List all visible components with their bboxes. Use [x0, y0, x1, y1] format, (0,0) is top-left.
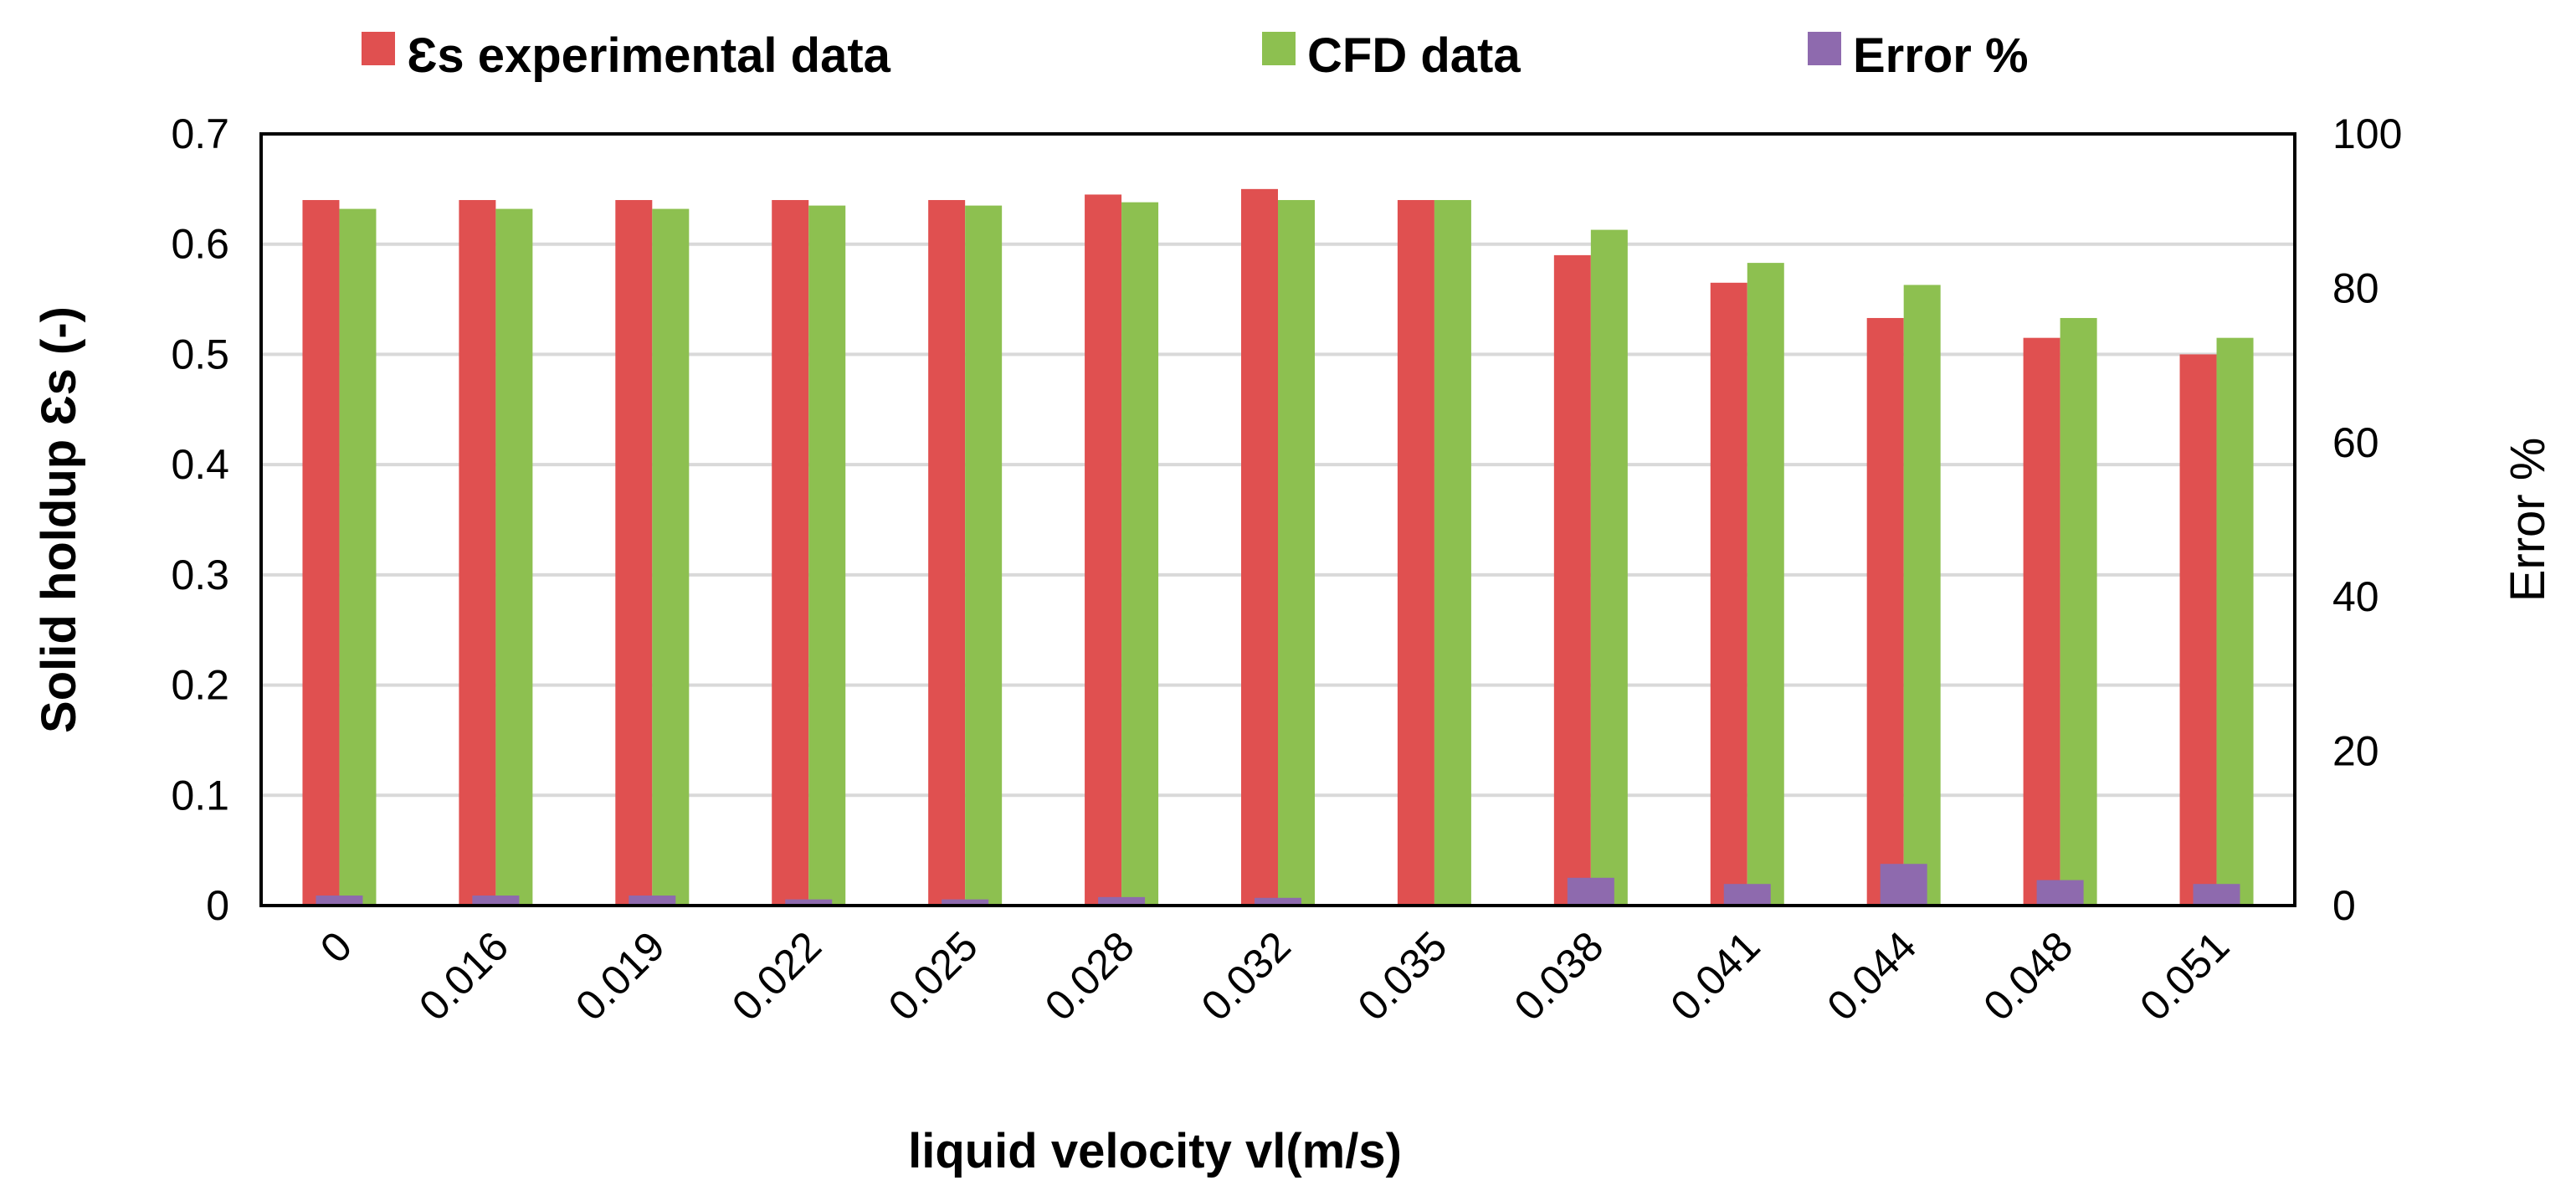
legend-label-cfd: CFD data: [1307, 28, 1521, 83]
legend-swatch-error: [1808, 32, 1841, 65]
bar-error: [1880, 864, 1927, 906]
y2-axis-title: Error %: [2501, 438, 2555, 603]
legend-swatch-cfd: [1262, 32, 1296, 65]
bar-error: [316, 896, 363, 906]
y-tick-label: 0.3: [171, 552, 229, 598]
y-tick-label: 0: [206, 882, 229, 929]
bar-error: [1567, 877, 1614, 906]
bar-cfd: [495, 208, 533, 906]
y2-tick-label: 40: [2332, 573, 2379, 620]
x-tick-label: 0.041: [1661, 922, 1768, 1029]
y2-tick-label: 20: [2332, 728, 2379, 775]
legend-label-experimental: Ɛs experimental data: [407, 28, 891, 83]
y-axis-ticks: 0 0.1 0.2 0.3 0.4 0.5 0.6 0.7: [171, 110, 229, 929]
bar-cfd: [339, 208, 377, 906]
legend-swatch-experimental: [362, 32, 395, 65]
bar-experimental: [1553, 254, 1591, 906]
bar-cfd: [1434, 200, 1471, 906]
x-tick-label: 0.044: [1818, 922, 1925, 1029]
x-tick-label: 0.048: [1974, 922, 2081, 1029]
y2-tick-label: 80: [2332, 264, 2379, 311]
y2-tick-label: 0: [2332, 882, 2356, 929]
bar-cfd: [1590, 229, 1628, 906]
bar-cfd: [1747, 263, 1784, 906]
bar-experimental: [1866, 317, 1904, 906]
bar-error: [942, 899, 989, 906]
x-tick-label: 0.051: [2131, 922, 2238, 1029]
bar-cfd: [2216, 337, 2254, 906]
bar-error: [472, 896, 520, 906]
legend: Ɛs experimental data CFD data Error %: [362, 28, 2029, 83]
y-tick-label: 0.4: [171, 441, 229, 488]
bar-cfd: [965, 205, 1003, 906]
y-tick-label: 0.6: [171, 221, 229, 268]
x-tick-label: 0.032: [1193, 922, 1300, 1029]
x-tick-label: 0.028: [1036, 922, 1143, 1029]
y-tick-label: 0.1: [171, 772, 229, 819]
bar-experimental: [615, 200, 653, 906]
bar-experimental: [772, 200, 809, 906]
bar-error: [629, 896, 676, 906]
bar-error: [2036, 880, 2084, 906]
x-tick-label: 0.016: [410, 922, 517, 1029]
bar-experimental: [1085, 194, 1122, 906]
legend-label-error: Error %: [1853, 28, 2029, 83]
bar-cfd: [652, 208, 690, 906]
bar-cfd: [1903, 285, 1941, 906]
y2-tick-label: 60: [2332, 419, 2379, 466]
bar-error: [2193, 884, 2240, 906]
bar-experimental: [459, 200, 496, 906]
x-tick-label: 0.038: [1506, 922, 1613, 1029]
bar-experimental: [302, 200, 340, 906]
bar-cfd: [808, 205, 846, 906]
bar-experimental: [1397, 200, 1434, 906]
bars: [302, 188, 2254, 906]
x-tick-label: 0: [311, 922, 361, 972]
bar-error: [785, 899, 833, 906]
x-tick-label: 0.025: [880, 922, 987, 1029]
y-axis-title: Solid holdup Ɛs (-): [32, 306, 86, 733]
bar-cfd: [1121, 202, 1159, 906]
y-tick-label: 0.2: [171, 662, 229, 709]
bar-experimental: [1241, 188, 1278, 906]
y2-axis-ticks: 0 20 40 60 80 100: [2332, 110, 2402, 929]
y-tick-label: 0.5: [171, 331, 229, 377]
x-axis-title: liquid velocity vl(m/s): [908, 1124, 1402, 1178]
x-axis-ticks: 0 0.016 0.019 0.022 0.025 0.028 0.032 0.035 0.03…: [311, 922, 2238, 1029]
bar-error: [1255, 897, 1301, 906]
x-tick-label: 0.035: [1349, 922, 1456, 1029]
x-tick-label: 0.019: [567, 922, 674, 1029]
bar-experimental: [2179, 354, 2217, 906]
bar-cfd: [2060, 317, 2097, 906]
x-tick-label: 0.022: [723, 922, 830, 1029]
y-tick-label: 0.7: [171, 110, 229, 157]
bar-cfd: [1278, 200, 1315, 906]
plot-frame: [259, 132, 2296, 907]
bar-experimental: [1710, 282, 1747, 906]
bar-experimental: [928, 200, 966, 906]
bar-error: [1098, 896, 1146, 906]
bar-error: [1723, 884, 1771, 906]
y2-tick-label: 100: [2332, 110, 2402, 157]
bar-experimental: [2023, 337, 2060, 906]
